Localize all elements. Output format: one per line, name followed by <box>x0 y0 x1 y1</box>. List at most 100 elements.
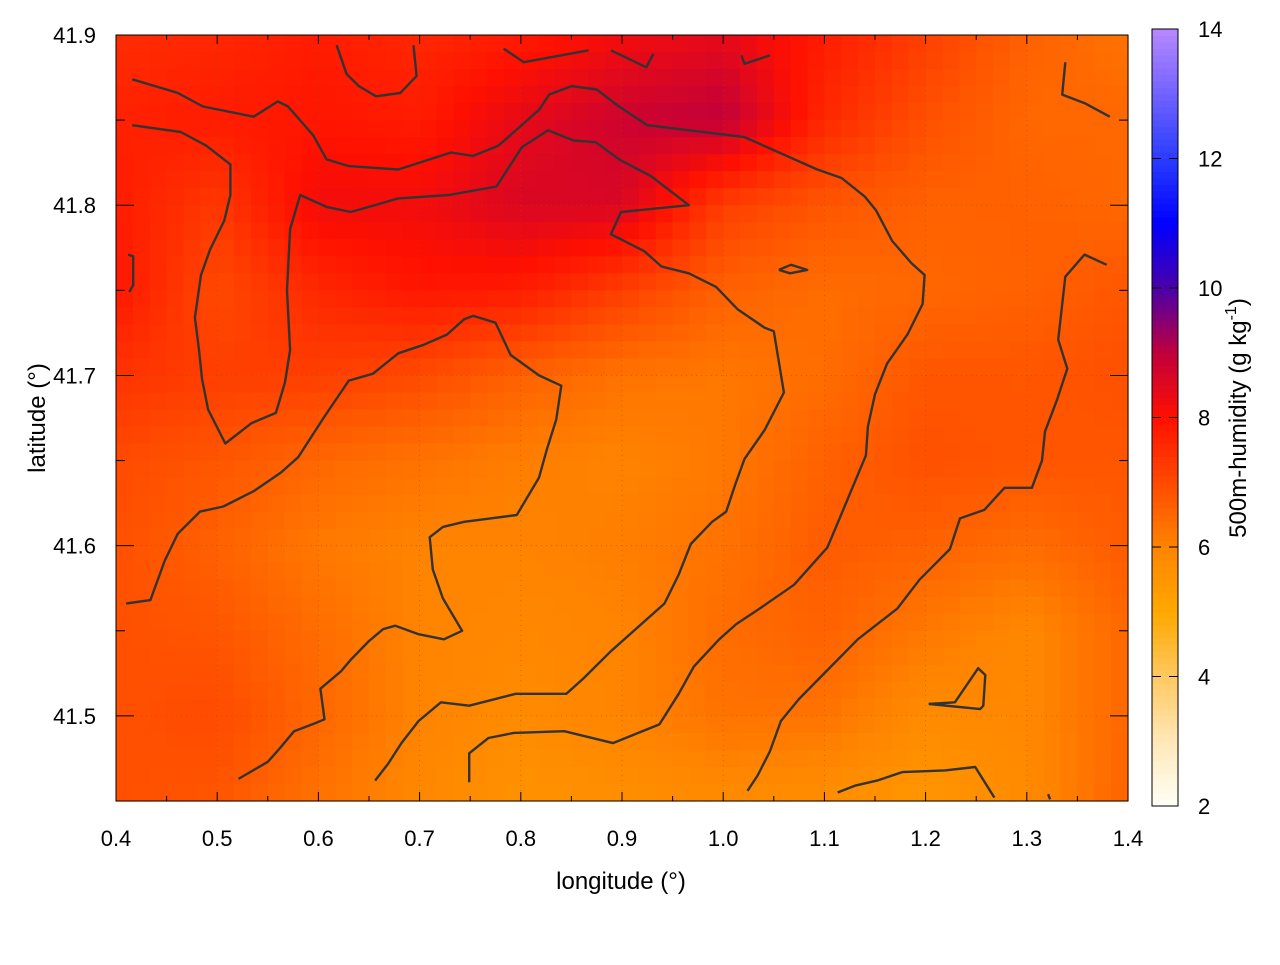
heatmap-cell <box>470 290 488 308</box>
heatmap-cell <box>369 205 387 223</box>
heatmap-cell <box>369 324 387 342</box>
heatmap-cell <box>301 698 319 717</box>
heatmap-cell <box>436 239 454 257</box>
heatmap-cell <box>520 171 539 189</box>
heatmap-cell <box>369 290 387 308</box>
heatmap-cell <box>638 409 657 428</box>
heatmap-cell <box>436 324 454 342</box>
heatmap-cell <box>976 443 994 462</box>
heatmap-cell <box>1043 426 1062 445</box>
heatmap-cell <box>942 188 960 206</box>
heatmap-cell <box>520 392 539 411</box>
heatmap-cell <box>622 35 640 53</box>
heatmap-cell <box>453 783 471 802</box>
heatmap-cell <box>908 613 927 632</box>
heatmap-cell <box>318 273 336 291</box>
heatmap-cell <box>824 290 842 308</box>
heatmap-cell <box>706 86 724 104</box>
heatmap-cell <box>537 239 556 257</box>
heatmap-cell <box>1009 545 1028 564</box>
heatmap-cell <box>706 681 724 700</box>
heatmap-cell <box>453 443 471 462</box>
heatmap-cell <box>740 188 758 206</box>
heatmap-cell <box>959 324 977 342</box>
heatmap-cell <box>453 69 471 87</box>
heatmap-cell <box>1077 120 1095 138</box>
heatmap-cell <box>335 732 353 751</box>
heatmap-cell <box>217 460 235 479</box>
heatmap-cell <box>149 749 168 768</box>
heatmap-cell <box>588 426 606 445</box>
heatmap-cell <box>554 409 572 428</box>
heatmap-cell <box>1077 375 1095 394</box>
heatmap-cell <box>875 732 893 751</box>
heatmap-cell <box>959 715 977 734</box>
heatmap-cell <box>217 392 235 411</box>
contour-line <box>132 124 786 782</box>
heatmap-cell <box>453 375 471 394</box>
heatmap-cell <box>183 222 201 240</box>
heatmap-cell <box>622 664 640 683</box>
heatmap-cell <box>672 460 691 479</box>
heatmap-cell <box>284 528 303 547</box>
heatmap-cell <box>352 273 370 291</box>
heatmap-cell <box>520 35 539 53</box>
heatmap-cell <box>250 52 269 70</box>
heatmap-cell <box>250 732 269 751</box>
heatmap-cell <box>807 715 825 734</box>
heatmap-cell <box>1111 35 1129 53</box>
heatmap-cell <box>655 477 674 496</box>
heatmap-cell <box>925 613 944 632</box>
heatmap-cell <box>875 681 893 700</box>
colorbar-segment <box>1152 54 1178 62</box>
heatmap-cell <box>841 715 859 734</box>
heatmap-cell <box>183 579 201 598</box>
heatmap-cell <box>250 613 269 632</box>
heatmap-cell <box>858 715 876 734</box>
heatmap-cell <box>1026 86 1045 104</box>
heatmap-cell <box>402 324 421 342</box>
heatmap-cell <box>335 630 353 649</box>
heatmap-cell <box>166 579 185 598</box>
heatmap-cell <box>335 562 353 581</box>
heatmap-cell <box>116 766 134 785</box>
heatmap-cell <box>993 443 1011 462</box>
colorbar-segment <box>1152 67 1178 75</box>
heatmap-cell <box>841 511 859 530</box>
heatmap-cell <box>925 307 944 325</box>
heatmap-cell <box>470 579 488 598</box>
heatmap-cell <box>773 222 792 240</box>
heatmap-cell <box>773 171 792 189</box>
colorbar-segment <box>1152 495 1178 503</box>
heatmap-cell <box>891 681 910 700</box>
heatmap-cell <box>908 664 927 683</box>
heatmap-cell <box>453 307 471 325</box>
heatmap-cell <box>419 579 438 598</box>
heatmap-cell <box>976 137 994 155</box>
heatmap-cell <box>571 783 589 802</box>
heatmap-cell <box>436 375 454 394</box>
heatmap-cell <box>571 443 589 462</box>
heatmap-cell <box>841 443 859 462</box>
heatmap-cell <box>453 137 471 155</box>
heatmap-cell <box>318 341 336 360</box>
heatmap-cell <box>790 171 809 189</box>
heatmap-cell <box>217 477 235 496</box>
heatmap-cell <box>706 273 724 291</box>
colorbar-segment <box>1152 553 1178 561</box>
heatmap-cell <box>655 562 674 581</box>
heatmap-cell <box>1009 324 1028 342</box>
heatmap-cell <box>250 205 269 223</box>
heatmap-cell <box>537 579 556 598</box>
heatmap-cell <box>976 256 994 274</box>
heatmap-cell <box>891 256 910 274</box>
heatmap-cell <box>841 460 859 479</box>
heatmap-cell <box>1060 171 1078 189</box>
heatmap-cell <box>200 766 218 785</box>
heatmap-cell <box>537 681 556 700</box>
heatmap-cell <box>571 647 589 666</box>
heatmap-cell <box>234 375 252 394</box>
heatmap-cell <box>183 154 201 172</box>
heatmap-cell <box>891 171 910 189</box>
heatmap-cell <box>993 766 1011 785</box>
